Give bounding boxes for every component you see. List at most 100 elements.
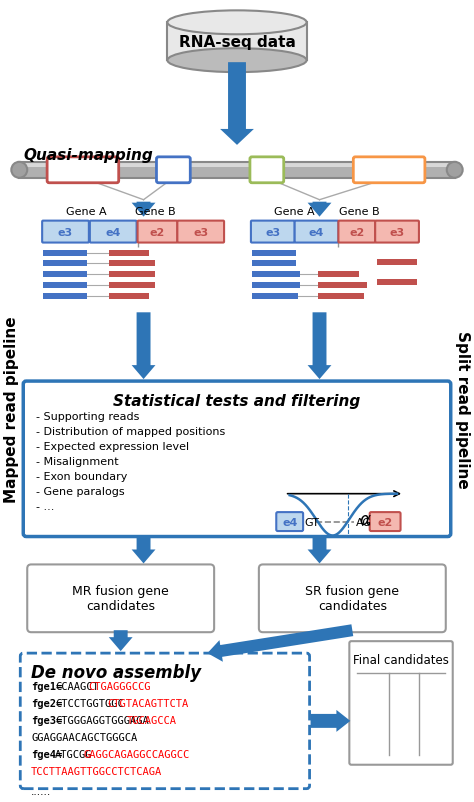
Text: e2: e2 [349,227,365,237]
FancyBboxPatch shape [42,221,89,243]
Text: e3: e3 [193,227,208,237]
FancyBboxPatch shape [250,158,284,184]
Polygon shape [132,536,155,564]
FancyBboxPatch shape [276,512,303,532]
Text: e4: e4 [282,517,297,527]
FancyBboxPatch shape [375,221,419,243]
Polygon shape [308,202,331,217]
FancyBboxPatch shape [177,221,224,243]
FancyBboxPatch shape [137,221,177,243]
Polygon shape [308,313,331,379]
Text: fge3=: fge3= [31,715,63,725]
Text: ......: ...... [31,786,52,796]
FancyBboxPatch shape [156,158,190,184]
Text: Gene B: Gene B [135,206,176,217]
FancyBboxPatch shape [353,158,425,184]
Ellipse shape [11,163,27,179]
FancyBboxPatch shape [20,654,310,788]
Text: fge2=: fge2= [31,698,63,708]
Text: e3: e3 [58,227,73,237]
Bar [252,261,296,267]
Text: fge4=: fge4= [31,749,63,759]
Text: CTGGGAGGTGGGAGA: CTGGGAGGTGGGAGA [55,715,149,725]
FancyBboxPatch shape [90,221,137,243]
FancyBboxPatch shape [251,221,295,243]
FancyBboxPatch shape [349,642,453,765]
Bar [109,294,148,300]
Polygon shape [220,63,254,146]
Polygon shape [109,630,133,651]
Bar [318,283,367,289]
Text: Split read pipeline: Split read pipeline [455,330,470,488]
Text: - Gene paralogs: - Gene paralogs [36,486,125,496]
Polygon shape [308,536,331,564]
Text: - Expected expression level: - Expected expression level [36,441,189,452]
Text: - Supporting reads: - Supporting reads [36,411,139,421]
Text: GAGGCAGAGGCCAGGCC: GAGGCAGAGGCCAGGCC [84,749,190,759]
Text: e2: e2 [150,227,165,237]
Bar [43,261,87,267]
Text: e4: e4 [309,227,324,237]
Text: GGAGGAACAGCTGGGCA: GGAGGAACAGCTGGGCA [31,732,137,742]
FancyBboxPatch shape [47,158,118,184]
Ellipse shape [167,11,307,35]
Bar [252,294,298,300]
Text: fge1=: fge1= [31,681,63,691]
Bar [19,163,455,179]
Text: - Exon boundary: - Exon boundary [36,471,128,481]
Bar [252,272,300,278]
Text: TGCAGCCA: TGCAGCCA [127,715,177,725]
Bar [109,272,155,278]
FancyBboxPatch shape [259,565,446,633]
Text: Statistical tests and filtering: Statistical tests and filtering [113,393,361,408]
Text: Final candidates: Final candidates [353,653,449,666]
Text: ATGCGG: ATGCGG [55,749,92,759]
Bar [43,250,87,256]
Bar [252,250,296,256]
FancyBboxPatch shape [295,221,338,243]
Bar [252,283,300,289]
Text: MR fusion gene
candidates: MR fusion gene candidates [73,585,169,613]
Text: Quasi-mapping: Quasi-mapping [23,148,153,163]
Text: Mapped read pipeline: Mapped read pipeline [4,316,19,503]
Bar [377,280,417,286]
Text: RNA-seq data: RNA-seq data [179,34,295,50]
Text: - Misalignment: - Misalignment [36,456,119,466]
Text: Gene A: Gene A [274,206,315,217]
Ellipse shape [447,163,463,179]
FancyBboxPatch shape [23,382,451,537]
Bar [109,250,148,256]
Bar [19,163,455,168]
Text: - ...: - ... [36,501,55,511]
FancyBboxPatch shape [338,221,375,243]
Bar [109,261,155,267]
Text: e2: e2 [377,517,393,527]
Text: e4: e4 [106,227,121,237]
Bar [377,260,417,266]
Polygon shape [167,23,307,61]
Text: e3: e3 [390,227,405,237]
Text: CTGTACAGTTCTA: CTGTACAGTTCTA [108,698,189,708]
FancyBboxPatch shape [370,512,401,532]
Bar [19,163,455,179]
Text: De novo assembly: De novo assembly [31,663,201,681]
Bar [43,294,87,300]
Bar [318,272,359,278]
Text: GT: GT [305,517,319,527]
Text: AG: AG [356,517,372,527]
Polygon shape [310,710,350,732]
Bar [43,272,87,278]
Bar [43,283,87,289]
Text: Gene A: Gene A [65,206,106,217]
Text: - Distribution of mapped positions: - Distribution of mapped positions [36,427,226,436]
Text: TCCTTAAGTTGGCCTCTCAGA: TCCTTAAGTTGGCCTCTCAGA [31,766,163,776]
Polygon shape [132,202,155,217]
Text: SR fusion gene
candidates: SR fusion gene candidates [305,585,399,613]
Text: CTGAGGGCCG: CTGAGGGCCG [89,681,151,691]
Text: $\alpha$: $\alpha$ [359,510,372,528]
Text: CCAAGCT: CCAAGCT [55,681,99,691]
Polygon shape [208,625,353,662]
FancyBboxPatch shape [27,565,214,633]
Ellipse shape [167,49,307,73]
Bar [318,294,364,300]
